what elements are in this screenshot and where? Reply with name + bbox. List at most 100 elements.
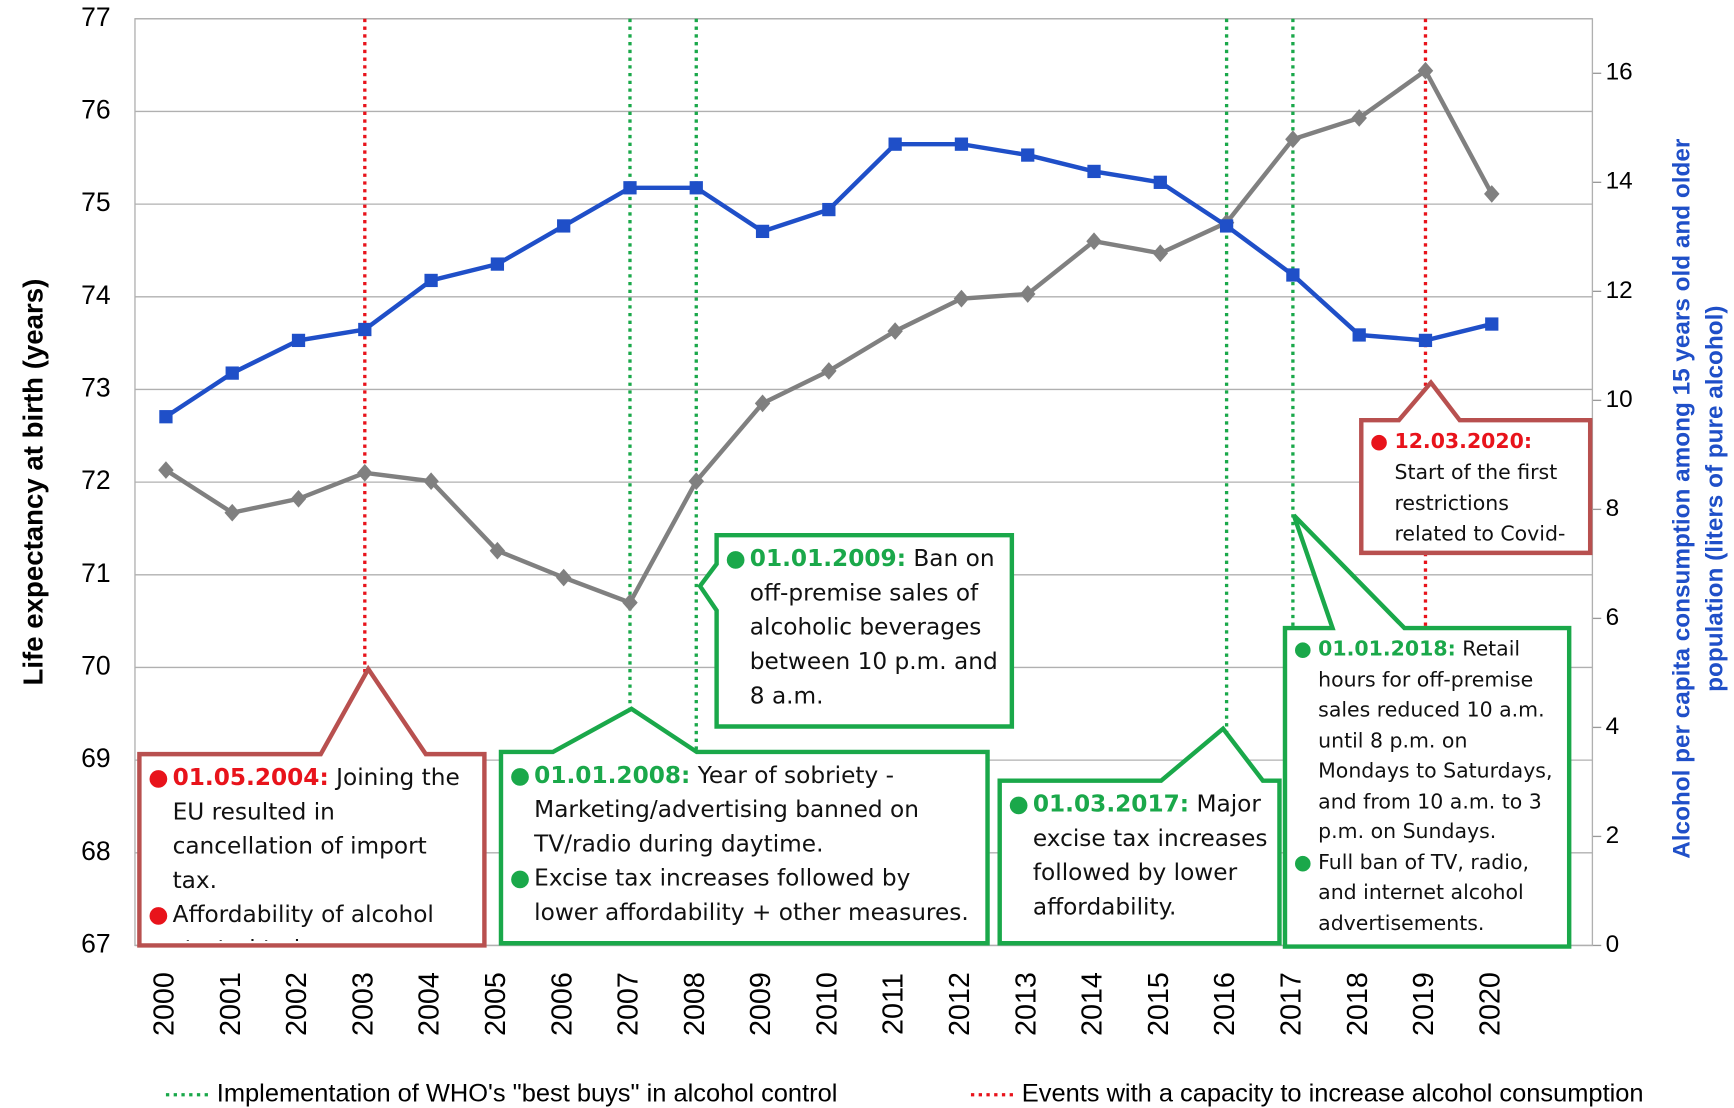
marker — [822, 202, 836, 217]
y2-axis-title: population (liters of pure alcohol) — [1702, 306, 1729, 692]
x-tick-label: 2017 — [1275, 972, 1307, 1036]
x-tick-label: 2010 — [811, 972, 843, 1036]
callout-content: 01.01.2009: Ban on off-premise sales of … — [725, 542, 1005, 722]
marker — [1418, 333, 1433, 348]
callout-date: 01.05.2004: — [172, 764, 329, 791]
marker — [1219, 219, 1234, 233]
y-tick-label: 77 — [81, 2, 110, 32]
x-tick-label: 2014 — [1077, 972, 1109, 1036]
callout-body: Ban on off-premise sales of alcoholic be… — [749, 545, 998, 709]
callout-item: Affordability of alcohol strated to incr… — [148, 898, 478, 941]
callout-date: 01.01.2018: — [1318, 638, 1456, 662]
marker — [490, 257, 505, 271]
marker — [423, 472, 439, 491]
y-tick-label: 70 — [81, 650, 110, 680]
y-tick-label: 76 — [81, 94, 110, 124]
y2-tick-label: 8 — [1606, 495, 1620, 522]
marker — [887, 322, 903, 340]
marker — [754, 394, 771, 413]
marker — [622, 593, 638, 612]
marker — [1152, 244, 1169, 263]
x-tick-label: 2012 — [944, 972, 976, 1036]
callout-date: 01.01.2008: — [534, 761, 691, 789]
marker — [688, 472, 705, 491]
marker — [424, 273, 438, 288]
marker — [1485, 317, 1499, 331]
x-tick-label: 2001 — [215, 972, 247, 1036]
callout-body: Excise tax increases followed by lower a… — [534, 864, 969, 926]
legend-label: Implementation of WHO's "best buys" in a… — [217, 1079, 838, 1107]
callout-content: 01.05.2004: Joining the EU resulted in c… — [148, 761, 478, 941]
callout-item: Excise tax increases followed by lower a… — [510, 861, 981, 930]
marker — [623, 181, 637, 195]
callout-text: 01.05.2004: Joining the EU resulted in c… — [148, 761, 478, 941]
y2-tick-label: 6 — [1606, 604, 1620, 631]
y-axis-title: Life expectancy at birth (years) — [18, 279, 49, 686]
callout-item: 01.05.2004: Joining the EU resulted in c… — [148, 761, 478, 898]
callout-text: 01.01.2008: Year of sobriety - Marketing… — [510, 759, 981, 939]
marker — [158, 461, 174, 479]
x-tick-label: 2020 — [1474, 972, 1506, 1036]
y2-tick-label: 16 — [1606, 59, 1633, 86]
marker — [954, 137, 969, 151]
y-tick-label: 72 — [81, 465, 110, 495]
callout-body: Affordability of alcohol strated to incr… — [172, 901, 434, 941]
marker — [224, 503, 240, 522]
marker — [358, 322, 372, 337]
marker — [953, 289, 970, 308]
callout-content: 01.01.2018: Retail hours for off-premise… — [1294, 635, 1563, 942]
callout-text: 12.03.2020: Start of the first restricti… — [1370, 427, 1583, 549]
y-tick-label: 74 — [81, 280, 110, 310]
y-tick-label: 75 — [81, 187, 110, 217]
callout-body: Start of the first restrictions related … — [1394, 461, 1566, 547]
callout-item: 01.01.2018: Retail hours for off-premise… — [1294, 635, 1563, 848]
y2-tick-label: 12 — [1606, 277, 1633, 304]
callout-body: Retail hours for off-premise sales reduc… — [1318, 638, 1553, 844]
y-tick-label: 71 — [81, 558, 110, 588]
y2-tick-label: 10 — [1606, 386, 1633, 413]
y2-tick-label: 0 — [1606, 931, 1620, 958]
callout-item: Full ban of TV, radio, and internet alco… — [1294, 848, 1563, 939]
x-tick-label: 2018 — [1342, 972, 1374, 1036]
callout-item: 01.01.2009: Ban on off-premise sales of … — [725, 542, 1005, 713]
x-tick-label: 2019 — [1408, 972, 1440, 1036]
callout-content: 12.03.2020: Start of the first restricti… — [1370, 427, 1583, 549]
callout-content: 01.03.2017: Major excise tax increases f… — [1009, 787, 1273, 938]
y2-tick-label: 14 — [1606, 168, 1633, 195]
x-tick-label: 2007 — [613, 972, 645, 1036]
x-tick-label: 2004 — [414, 972, 446, 1036]
y-tick-label: 69 — [81, 743, 110, 773]
x-tick-label: 2005 — [480, 972, 512, 1036]
marker — [1153, 175, 1167, 189]
marker — [1351, 109, 1367, 127]
marker — [755, 224, 770, 239]
marker — [1021, 148, 1035, 162]
y2-tick-label: 2 — [1606, 822, 1620, 849]
marker — [555, 568, 572, 587]
x-tick-label: 2015 — [1143, 972, 1175, 1036]
callout-date: 12.03.2020: — [1394, 430, 1533, 454]
marker — [489, 541, 506, 560]
marker — [557, 219, 571, 233]
y-tick-label: 73 — [81, 372, 110, 402]
x-tick-label: 2003 — [347, 972, 379, 1036]
callout-text: 01.01.2018: Retail hours for off-premise… — [1294, 635, 1563, 942]
marker — [225, 366, 239, 380]
x-tick-label: 2008 — [679, 972, 711, 1036]
callout-body: Joining the EU resulted in cancellation … — [172, 764, 460, 894]
y-tick-label: 67 — [81, 928, 110, 958]
x-tick-label: 2009 — [745, 972, 777, 1036]
x-tick-label: 2000 — [149, 972, 181, 1036]
marker — [357, 464, 373, 482]
marker — [689, 181, 703, 195]
marker — [1484, 185, 1500, 203]
marker — [291, 333, 306, 348]
marker — [1087, 164, 1101, 179]
x-tick-label: 2006 — [546, 972, 578, 1036]
y2-tick-label: 4 — [1606, 713, 1620, 740]
callout-body: Year of sobriety - Marketing/advertising… — [534, 761, 919, 857]
callout-date: 01.03.2017: — [1032, 790, 1190, 818]
marker — [290, 489, 307, 508]
y2-axis-title: Alcohol per capita consumption among 15 … — [1668, 138, 1695, 859]
